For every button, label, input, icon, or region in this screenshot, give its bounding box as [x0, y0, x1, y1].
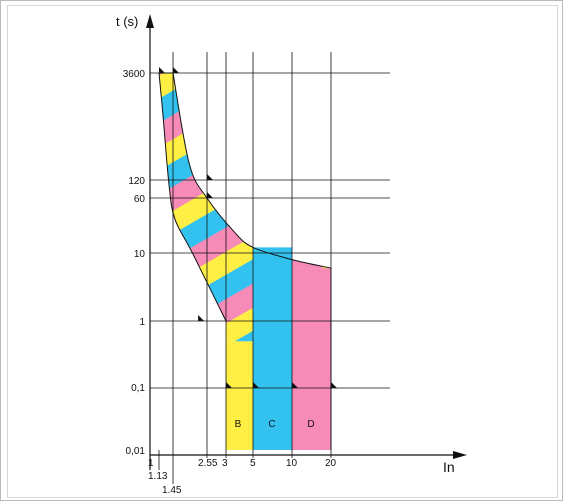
x-tick-label-1-13: 1.13: [148, 471, 168, 482]
y-tick-label-0-1: 0,1: [131, 383, 145, 394]
y-axis-title: t (s): [116, 14, 138, 29]
curve-bar-c: [253, 247, 292, 450]
curve-bar-d: [292, 268, 331, 450]
boundary-marker-2: [207, 174, 213, 180]
x-axis-arrow: [453, 451, 467, 459]
boundary-markers: [159, 67, 337, 388]
y-tick-label-10: 10: [134, 249, 146, 260]
y-axis-arrow: [146, 14, 154, 28]
curve-bar-b: [226, 341, 253, 450]
x-tick-label-1: 1: [148, 458, 154, 469]
curve-label-d: D: [307, 419, 314, 430]
curve-type-labels: B C D: [235, 419, 315, 430]
tripping-band-outline: [158, 72, 332, 450]
y-tick-labels: 3600 120 60 10 1 0,1 0,01: [123, 69, 146, 457]
boundary-marker-6: [253, 382, 259, 388]
x-tick-label-3: 3: [222, 458, 228, 469]
x-tick-label-2-55: 2.55: [198, 458, 218, 469]
boundary-marker-8: [331, 382, 337, 388]
y-tick-label-3600: 3600: [123, 69, 146, 80]
axes: [146, 14, 467, 470]
boundary-marker-7: [292, 382, 298, 388]
boundary-marker-1: [173, 67, 179, 73]
x-tick-labels: 1 1.13 1.45 2.55 3 5 10 20: [148, 458, 337, 496]
boundary-marker-5: [226, 382, 232, 388]
y-tick-label-60: 60: [134, 194, 146, 205]
x-tick-label-1-45: 1.45: [162, 485, 182, 496]
x-tick-label-10: 10: [286, 458, 298, 469]
boundary-marker-0: [159, 67, 165, 73]
boundary-marker-4: [198, 315, 205, 321]
x-tick-label-5: 5: [250, 458, 256, 469]
y-tick-label-0-01: 0,01: [126, 446, 146, 457]
x-tick-label-20: 20: [325, 458, 337, 469]
curve-type-bars: [226, 247, 331, 450]
y-tick-label-1: 1: [139, 317, 145, 328]
y-tick-label-120: 120: [128, 176, 145, 187]
boundary-marker-3: [207, 192, 213, 198]
curve-label-c: C: [268, 419, 275, 430]
curve-label-b: B: [235, 419, 242, 430]
x-axis-title: In: [443, 459, 455, 475]
chart-inner-border: [7, 5, 558, 498]
